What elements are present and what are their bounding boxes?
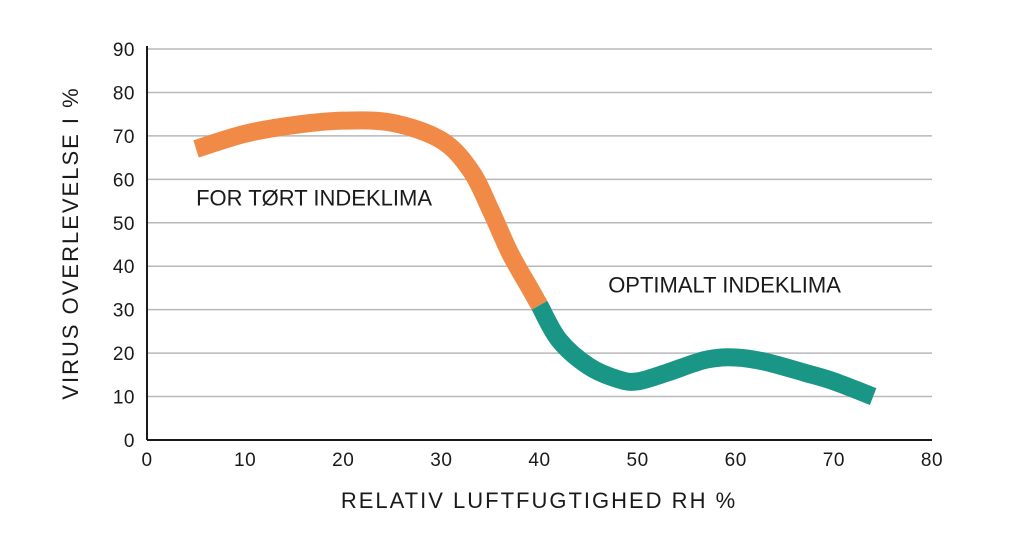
x-tick-label: 50	[627, 450, 649, 471]
series-line-1	[193, 111, 548, 310]
y-axis-title: VIRUS OVERLEVELSE I %	[58, 86, 83, 399]
y-tick-label: 20	[113, 344, 135, 365]
x-tick-label: 0	[141, 450, 152, 471]
x-axis-title: RELATIV LUFTFUGTIGHED RH %	[341, 488, 737, 513]
x-tick-label: 70	[823, 450, 845, 471]
x-tick-label: 10	[234, 450, 256, 471]
y-tick-label: 50	[113, 214, 135, 235]
x-tick-label: 60	[725, 450, 747, 471]
x-tick-label: 30	[430, 450, 452, 471]
y-tick-label: 80	[113, 83, 135, 104]
axes	[146, 46, 932, 441]
x-tick-label: 40	[528, 450, 550, 471]
y-tick-label: 10	[113, 388, 135, 409]
annotation-label-2: OPTIMALT INDEKLIMA	[608, 272, 841, 297]
y-tick-label: 40	[113, 257, 135, 278]
x-tick-label: 20	[332, 450, 354, 471]
tick-labels: 0 10 20 30 40 50 60 70 80 90 0 10 20 30 40 50 60 70 80	[113, 40, 943, 471]
series-layer	[193, 111, 877, 405]
y-tick-label: 90	[113, 40, 135, 61]
series-line-2	[531, 300, 877, 405]
y-tick-label: 70	[113, 127, 135, 148]
y-tick-label: 0	[124, 431, 135, 452]
x-tick-label: 80	[921, 450, 943, 471]
annotations: FOR TØRT INDEKLIMA OPTIMALT INDEKLIMA	[196, 185, 841, 297]
gridlines	[147, 48, 932, 398]
y-tick-label: 30	[113, 301, 135, 322]
annotation-label-1: FOR TØRT INDEKLIMA	[196, 185, 432, 210]
y-tick-label: 60	[113, 170, 135, 191]
